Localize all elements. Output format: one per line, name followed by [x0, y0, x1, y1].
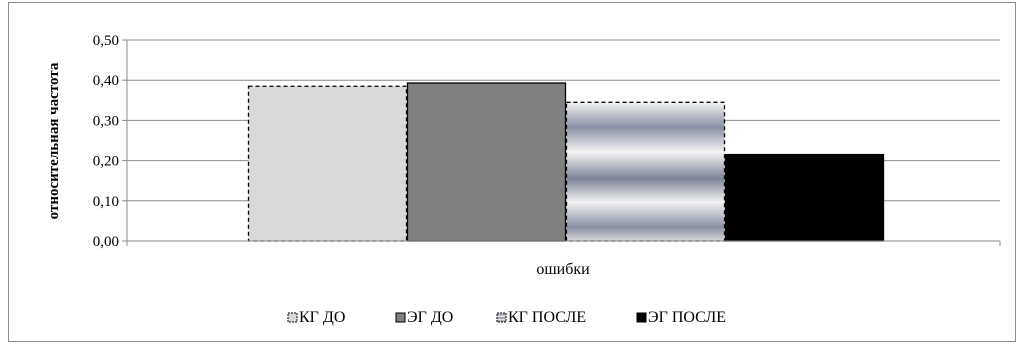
y-tick-label: 0,00	[93, 234, 119, 250]
legend-swatch	[496, 312, 507, 323]
bar-кг-до	[247, 85, 408, 242]
legend-label: КГ ПОСЛЕ	[508, 309, 586, 326]
legend-swatch	[287, 312, 298, 323]
y-tick-label: 0,50	[93, 33, 119, 49]
y-axis-label: относительная частота	[46, 62, 62, 219]
legend-label: ЭГ ДО	[407, 309, 453, 326]
bar-эг-после	[724, 153, 885, 242]
x-category-label: ошибки	[536, 261, 590, 278]
legend-swatch	[395, 312, 406, 323]
axes	[126, 40, 1001, 246]
legend: КГ ДО ЭГ ДО КГ ПОСЛЕ ЭГ ПОСЛЕ	[287, 309, 726, 326]
bars	[247, 82, 885, 242]
legend-swatch	[636, 312, 647, 323]
bar-эг-до	[406, 82, 567, 242]
y-tick-label: 0,30	[93, 113, 119, 129]
legend-label: КГ ДО	[299, 309, 345, 326]
y-axis-ticks: 0,00 0,10 0,20 0,30 0,40 0,50	[93, 33, 127, 250]
y-tick-label: 0,10	[93, 194, 119, 210]
y-tick-label: 0,40	[93, 73, 119, 89]
legend-label: ЭГ ПОСЛЕ	[648, 309, 726, 326]
y-tick-label: 0,20	[93, 154, 119, 170]
bar-кг-после	[565, 101, 726, 242]
